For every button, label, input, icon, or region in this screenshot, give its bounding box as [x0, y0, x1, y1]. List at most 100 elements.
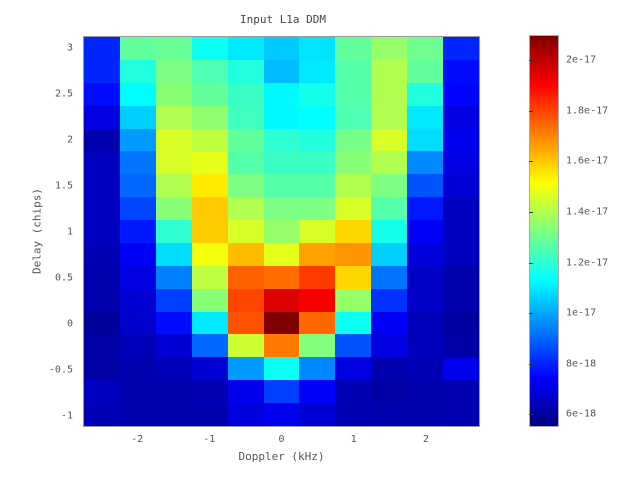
heatmap-cell [407, 82, 444, 106]
y-tick-label: 1.5 [54, 180, 73, 191]
colorbar-tick-mark [529, 110, 533, 112]
heatmap-cell [84, 288, 120, 312]
heatmap-cell [155, 288, 192, 312]
heatmap-cell [371, 357, 408, 381]
heatmap-cell [119, 220, 156, 243]
heatmap-cell [191, 105, 228, 129]
heatmap-cell [335, 174, 372, 198]
heatmap-cell [263, 82, 300, 106]
heatmap-cell [227, 197, 264, 221]
heatmap-cell [263, 128, 300, 152]
colorbar-tick-label: 1e-17 [566, 307, 597, 319]
heatmap-cell [443, 242, 479, 266]
heatmap-cell [84, 220, 120, 243]
heatmap-cell [443, 37, 479, 60]
heatmap-cell [335, 357, 372, 381]
colorbar [529, 35, 559, 427]
heatmap-cell [443, 334, 479, 358]
heatmap-cell [335, 311, 372, 335]
heatmap-cell [84, 380, 120, 404]
heatmap-cell [407, 151, 444, 175]
x-axis-label: Doppler (kHz) [238, 450, 325, 463]
heatmap-cell [407, 128, 444, 152]
x-tick-label: -1 [203, 434, 216, 445]
heatmap-cell [299, 242, 336, 266]
heatmap-cell [299, 220, 336, 243]
heatmap-cell [299, 128, 336, 152]
heatmap-cell [443, 311, 479, 335]
heatmap-cell [263, 59, 300, 83]
heatmap-cell [191, 220, 228, 243]
colorbar-tick-mark [529, 161, 533, 163]
heatmap-cell [155, 334, 192, 358]
heatmap-cell [191, 403, 228, 426]
heatmap-cell [335, 380, 372, 404]
heatmap-cell [335, 288, 372, 312]
heatmap-cell [227, 311, 264, 335]
heatmap-cell [443, 82, 479, 106]
heatmap-cell [155, 128, 192, 152]
heatmap-cell [371, 288, 408, 312]
heatmap-cell [227, 242, 264, 266]
heatmap-cell [84, 197, 120, 221]
heatmap-cell [84, 242, 120, 266]
heatmap-cell [84, 151, 120, 175]
heatmap-cell [263, 357, 300, 381]
colorbar-tick-mark [529, 262, 533, 264]
heatmap-cell [407, 105, 444, 129]
heatmap-cell [371, 105, 408, 129]
y-tick-label: -0.5 [48, 364, 73, 375]
heatmap-cell [407, 357, 444, 381]
heatmap-cell [84, 82, 120, 106]
heatmap-cell [227, 105, 264, 129]
y-tick-label: 0.5 [54, 272, 73, 283]
heatmap-cell [443, 265, 479, 289]
heatmap-cell [371, 311, 408, 335]
heatmap-cell [263, 197, 300, 221]
heatmap-cell [371, 403, 408, 426]
colorbar-tick-mark [529, 212, 533, 214]
heatmap-cell [299, 288, 336, 312]
heatmap-cell [299, 105, 336, 129]
heatmap-cell [191, 380, 228, 404]
y-tick-label: 2 [66, 134, 73, 145]
heatmap-cell [191, 357, 228, 381]
x-tick-label: -2 [131, 434, 144, 445]
heatmap-cell [407, 242, 444, 266]
heatmap-cell [371, 334, 408, 358]
heatmap-cell [191, 334, 228, 358]
heatmap-cell [371, 128, 408, 152]
heatmap-cell [227, 288, 264, 312]
heatmap-cell [299, 59, 336, 83]
heatmap-cell [299, 380, 336, 404]
heatmap-cell [407, 403, 444, 426]
heatmap-cell [227, 334, 264, 358]
heatmap-plot-area [83, 36, 480, 427]
heatmap-cell [191, 174, 228, 198]
heatmap-cell [299, 82, 336, 106]
x-tick-label: 1 [350, 434, 357, 445]
heatmap-cell [371, 82, 408, 106]
heatmap-cell [263, 334, 300, 358]
heatmap-cell [227, 128, 264, 152]
y-tick-label: 2.5 [54, 88, 73, 99]
heatmap-cell [227, 151, 264, 175]
heatmap-cell [227, 380, 264, 404]
heatmap-cell [299, 174, 336, 198]
heatmap-cell [119, 59, 156, 83]
heatmap-cell [191, 128, 228, 152]
heatmap-cell [155, 174, 192, 198]
heatmap-cell [84, 105, 120, 129]
heatmap-cell [263, 380, 300, 404]
heatmap-cell [407, 37, 444, 60]
colorbar-tick-label: 1.4e-17 [566, 206, 609, 218]
heatmap-cell [191, 151, 228, 175]
heatmap-cell [299, 197, 336, 221]
heatmap-cell [263, 288, 300, 312]
heatmap-cell [407, 174, 444, 198]
heatmap-cell [299, 311, 336, 335]
heatmap-cell [155, 59, 192, 83]
heatmap-cell [407, 334, 444, 358]
heatmap-cell [155, 265, 192, 289]
heatmap-cell [371, 220, 408, 243]
